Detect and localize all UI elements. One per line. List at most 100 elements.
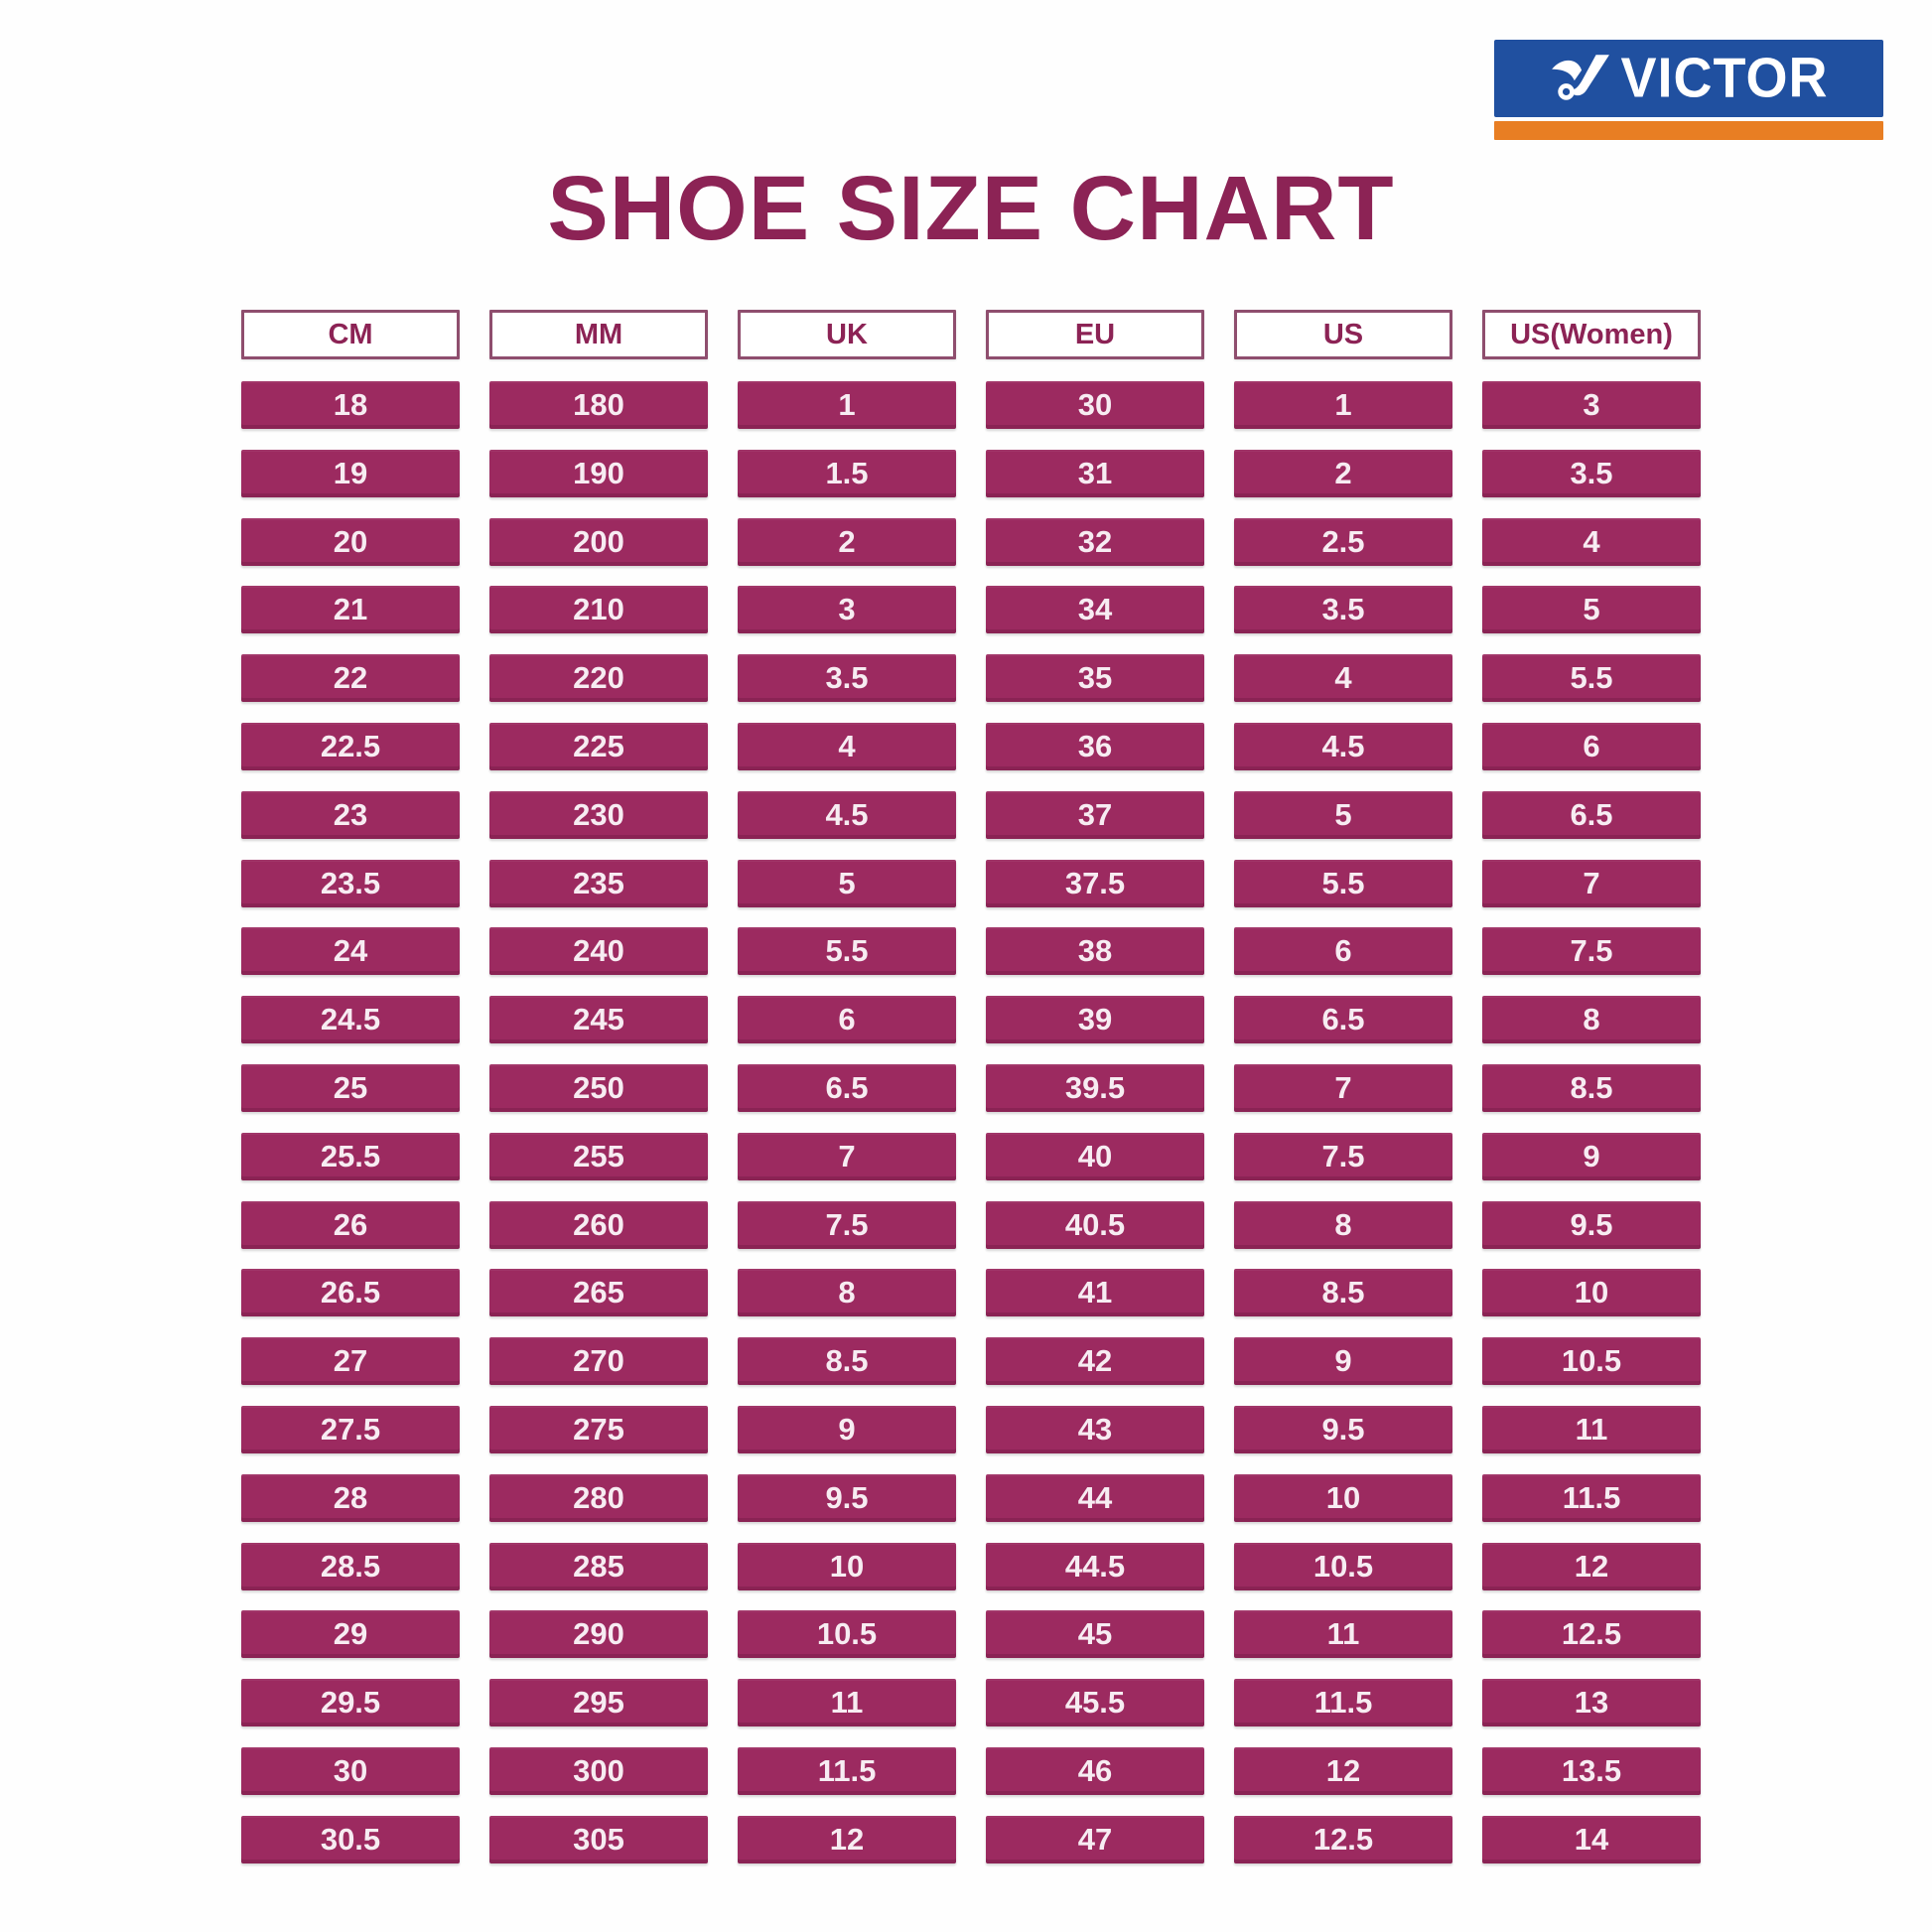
size-cell: 24.5: [241, 996, 460, 1044]
size-cell: 7: [1482, 859, 1701, 907]
size-cell: 9.5: [1234, 1405, 1452, 1453]
size-cell: 10.5: [1482, 1337, 1701, 1386]
size-cell: 25: [241, 1063, 460, 1112]
size-cell: 30: [986, 381, 1204, 429]
size-cell: 12: [1234, 1746, 1452, 1795]
size-cell: 3.5: [738, 654, 956, 703]
size-cell: 12: [1482, 1542, 1701, 1590]
size-cell: 3: [738, 586, 956, 634]
size-cell: 220: [489, 654, 708, 703]
size-cell: 13.5: [1482, 1746, 1701, 1795]
size-cell: 6: [738, 996, 956, 1044]
size-cell: 275: [489, 1405, 708, 1453]
size-cell: 5.5: [738, 927, 956, 976]
size-cell: 2: [1234, 449, 1452, 497]
size-cell: 235: [489, 859, 708, 907]
size-cell: 32: [986, 517, 1204, 566]
size-cell: 11.5: [738, 1746, 956, 1795]
size-cell: 9: [1482, 1132, 1701, 1180]
size-cell: 6.5: [1234, 996, 1452, 1044]
size-cell: 22.5: [241, 722, 460, 770]
size-cell: 4: [1234, 654, 1452, 703]
size-cell: 40.5: [986, 1200, 1204, 1249]
size-cell: 9: [1234, 1337, 1452, 1386]
size-cell: 42: [986, 1337, 1204, 1386]
size-cell: 7: [1234, 1063, 1452, 1112]
size-cell: 11: [1482, 1405, 1701, 1453]
size-cell: 245: [489, 996, 708, 1044]
size-cell: 225: [489, 722, 708, 770]
size-cell: 265: [489, 1269, 708, 1317]
size-cell: 2: [738, 517, 956, 566]
size-cell: 250: [489, 1063, 708, 1112]
size-cell: 190: [489, 449, 708, 497]
size-cell: 8: [1482, 996, 1701, 1044]
size-cell: 44.5: [986, 1542, 1204, 1590]
size-cell: 23.5: [241, 859, 460, 907]
size-cell: 1: [738, 381, 956, 429]
size-cell: 255: [489, 1132, 708, 1180]
size-cell: 290: [489, 1610, 708, 1659]
size-cell: 12.5: [1482, 1610, 1701, 1659]
victor-logo: VICTOR: [1494, 40, 1883, 140]
size-cell: 4.5: [1234, 722, 1452, 770]
size-cell: 300: [489, 1746, 708, 1795]
size-cell: 29.5: [241, 1679, 460, 1727]
size-cell: 27: [241, 1337, 460, 1386]
size-cell: 20: [241, 517, 460, 566]
size-cell: 12.5: [1234, 1815, 1452, 1863]
column-header: MM: [489, 310, 708, 359]
size-cell: 5: [738, 859, 956, 907]
size-cell: 28.5: [241, 1542, 460, 1590]
size-cell: 5: [1234, 790, 1452, 839]
victor-bird-icon: [1552, 55, 1610, 100]
size-cell: 270: [489, 1337, 708, 1386]
size-cell: 200: [489, 517, 708, 566]
size-cell: 11: [738, 1679, 956, 1727]
size-cell: 25.5: [241, 1132, 460, 1180]
size-cell: 30.5: [241, 1815, 460, 1863]
size-cell: 10: [738, 1542, 956, 1590]
size-cell: 9.5: [1482, 1200, 1701, 1249]
size-cell: 280: [489, 1473, 708, 1522]
size-cell: 37: [986, 790, 1204, 839]
size-cell: 21: [241, 586, 460, 634]
size-cell: 180: [489, 381, 708, 429]
size-cell: 1.5: [738, 449, 956, 497]
size-cell: 4.5: [738, 790, 956, 839]
size-cell: 47: [986, 1815, 1204, 1863]
size-cell: 305: [489, 1815, 708, 1863]
size-cell: 6: [1234, 927, 1452, 976]
size-cell: 11: [1234, 1610, 1452, 1659]
column-header: EU: [986, 310, 1204, 359]
size-cell: 19: [241, 449, 460, 497]
size-cell: 22: [241, 654, 460, 703]
victor-logo-text: VICTOR: [1620, 47, 1829, 110]
size-cell: 24: [241, 927, 460, 976]
size-cell: 295: [489, 1679, 708, 1727]
size-cell: 4: [1482, 517, 1701, 566]
column-header: US(Women): [1482, 310, 1701, 359]
size-cell: 7.5: [738, 1200, 956, 1249]
size-cell: 46: [986, 1746, 1204, 1795]
size-cell: 36: [986, 722, 1204, 770]
size-cell: 10: [1482, 1269, 1701, 1317]
size-cell: 37.5: [986, 859, 1204, 907]
size-cell: 41: [986, 1269, 1204, 1317]
size-cell: 11.5: [1234, 1679, 1452, 1727]
size-cell: 8: [1234, 1200, 1452, 1249]
size-cell: 23: [241, 790, 460, 839]
size-cell: 30: [241, 1746, 460, 1795]
size-cell: 10.5: [738, 1610, 956, 1659]
size-cell: 7: [738, 1132, 956, 1180]
size-cell: 3.5: [1482, 449, 1701, 497]
size-cell: 39: [986, 996, 1204, 1044]
size-cell: 28: [241, 1473, 460, 1522]
size-cell: 34: [986, 586, 1204, 634]
size-cell: 3: [1482, 381, 1701, 429]
victor-logo-orange-bar: [1494, 121, 1883, 140]
size-cell: 7.5: [1234, 1132, 1452, 1180]
size-cell: 45: [986, 1610, 1204, 1659]
size-cell: 3.5: [1234, 586, 1452, 634]
